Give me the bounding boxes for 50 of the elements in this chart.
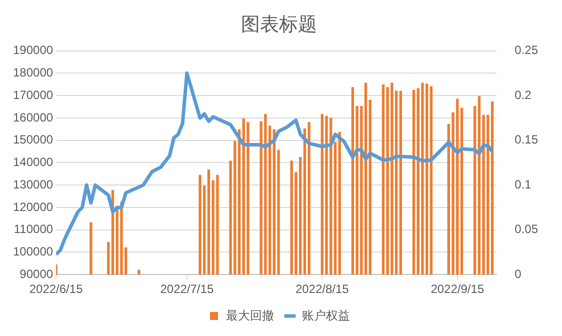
bar <box>421 82 424 275</box>
bar <box>207 170 210 275</box>
legend-label: 最大回撤 <box>226 308 274 322</box>
x-tick-label: 2022/8/15 <box>295 282 350 296</box>
bar <box>308 122 310 275</box>
x-tick-label: 2022/7/15 <box>160 282 214 296</box>
y-tick-label: 190000 <box>12 43 54 58</box>
bar <box>334 142 337 275</box>
y-tick-label: 120000 <box>12 200 54 214</box>
y2-tick-label: 0.15 <box>514 132 538 147</box>
bar <box>474 106 476 275</box>
bar <box>216 174 219 275</box>
bar <box>338 132 341 275</box>
chart-title: 图表标题 <box>241 14 317 36</box>
bar <box>399 90 402 275</box>
bar <box>325 116 328 275</box>
bar <box>460 108 464 275</box>
bar <box>198 174 202 275</box>
y2-tick-label: 0.25 <box>514 43 538 58</box>
y2-tick-label: 0.05 <box>514 222 538 236</box>
bar <box>364 82 368 275</box>
bar <box>382 84 385 275</box>
bar <box>390 82 394 275</box>
bar <box>120 202 123 275</box>
y-tick-label: 180000 <box>12 65 54 80</box>
y-tick-label: 110000 <box>14 222 54 236</box>
y-tick-label: 150000 <box>12 132 54 147</box>
y-tick-label: 90000 <box>20 266 54 281</box>
y-tick-label: 140000 <box>12 155 54 170</box>
y-tick-label: 100000 <box>12 244 54 259</box>
x-tick-label: 2022/9/15 <box>430 282 484 296</box>
bar <box>90 222 92 275</box>
y-tick-label: 170000 <box>12 88 54 102</box>
bar <box>351 87 354 275</box>
y2-tick-label: 0.1 <box>514 177 532 192</box>
x-tick-label: 2022/6/15 <box>29 282 84 296</box>
bar <box>238 129 241 275</box>
bar <box>478 96 481 275</box>
bar <box>138 270 140 275</box>
bar <box>412 90 416 275</box>
bar <box>246 122 250 275</box>
bar <box>368 100 372 275</box>
bar <box>107 242 110 275</box>
y-tick-label: 160000 <box>12 110 54 124</box>
legend-label: 账户权益 <box>302 308 350 322</box>
bar <box>430 86 433 275</box>
y2-tick-label: 0.2 <box>514 88 532 102</box>
y-tick-label: 130000 <box>12 177 54 192</box>
y2-tick-label: 0 <box>514 266 522 281</box>
bar <box>490 101 494 275</box>
